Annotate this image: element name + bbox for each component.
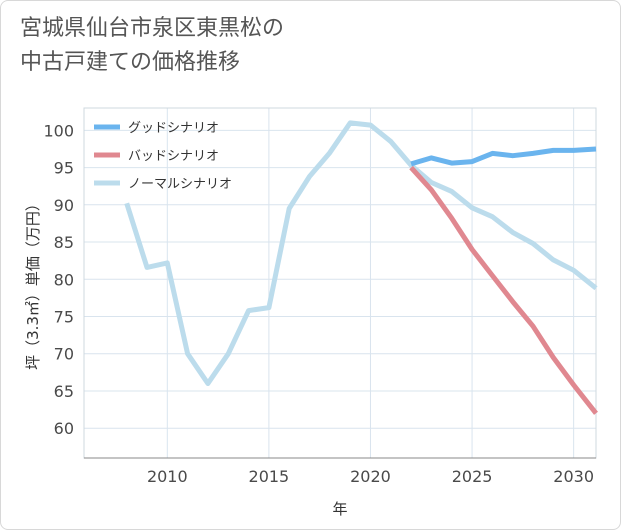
y-axis-label: 坪（3.3㎡）単価（万円）	[24, 196, 42, 370]
chart-title-line1: 宮城県仙台市泉区東黒松の	[20, 16, 285, 41]
y-tick-label: 65	[54, 382, 74, 401]
y-tick-label: 60	[54, 419, 74, 438]
x-tick-label: 2030	[553, 467, 594, 486]
y-tick-label: 100	[43, 121, 74, 140]
chart-title: 宮城県仙台市泉区東黒松の 中古戸建ての価格推移	[20, 12, 284, 80]
y-tick-label: 90	[54, 196, 74, 215]
axes	[83, 107, 597, 459]
y-tick-label: 80	[54, 270, 74, 289]
series-line-1	[409, 165, 598, 415]
x-tick-label: 2010	[147, 467, 188, 486]
y-tick-label: 95	[54, 159, 74, 178]
chart-title-line2: 中古戸建ての価格推移	[20, 50, 241, 75]
x-axis-label: 年	[332, 500, 347, 518]
legend-label-2: ノーマルシナリオ	[128, 177, 232, 192]
x-tick-label: 2025	[452, 467, 493, 486]
series-lines	[124, 120, 598, 415]
series-line-2	[124, 120, 598, 386]
series-line-0	[410, 146, 597, 167]
tick-labels: 60 65 70 75 80 85 90 95 100 2010 2015 2020 2025 2030	[43, 121, 594, 486]
legend-label-0: グッドシナリオ	[128, 121, 219, 136]
y-tick-label: 85	[54, 233, 74, 252]
grid-lines	[84, 108, 596, 458]
y-tick-label: 70	[54, 345, 74, 364]
y-tick-label: 75	[54, 308, 74, 327]
legend-label-1: バッドシナリオ	[128, 149, 219, 164]
x-tick-label: 2020	[350, 467, 391, 486]
x-tick-label: 2015	[249, 467, 290, 486]
